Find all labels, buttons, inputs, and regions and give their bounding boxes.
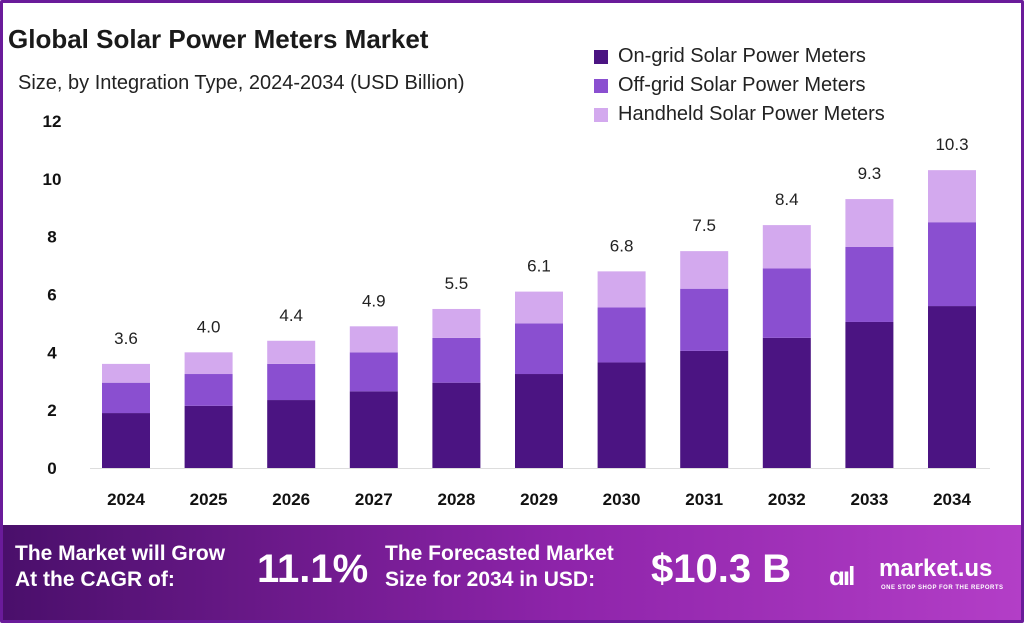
bar-total-label: 4.9 bbox=[362, 291, 386, 310]
bar-segment-on-grid bbox=[680, 350, 729, 468]
legend-item-off-grid: Off-grid Solar Power Meters bbox=[594, 71, 885, 100]
market-us-logo-icon: ɑıl bbox=[829, 561, 855, 591]
bar-segment-on-grid bbox=[184, 405, 233, 468]
bar-segment-handheld bbox=[515, 291, 563, 324]
market-us-logo-tagline: ONE STOP SHOP FOR THE REPORTS bbox=[881, 585, 1004, 591]
bar-total-label: 4.0 bbox=[197, 317, 221, 336]
legend-swatch-off-grid bbox=[594, 78, 608, 93]
bar-total-label: 5.5 bbox=[445, 274, 469, 293]
bar-segment-handheld bbox=[928, 170, 976, 223]
forecast-label-line1: The Forecasted Market bbox=[385, 542, 614, 565]
y-tick-label: 6 bbox=[47, 286, 56, 305]
bar-total-label: 6.8 bbox=[610, 236, 634, 255]
y-tick-label: 0 bbox=[47, 459, 56, 478]
bar-segment-off-grid bbox=[928, 222, 976, 307]
x-tick-label: 2026 bbox=[272, 490, 310, 509]
bar-segment-handheld bbox=[102, 363, 150, 383]
y-tick-label: 10 bbox=[43, 170, 62, 189]
cagr-label-line1: The Market will Grow bbox=[15, 542, 226, 565]
x-tick-label: 2027 bbox=[355, 490, 393, 509]
y-tick-label: 12 bbox=[43, 112, 62, 131]
bar-chart: 0 2 4 6 8 10 12 3.6 2024 4.0 2025 4.4 2026 4.9 2027 5.5… bbox=[43, 112, 990, 509]
bar-segment-off-grid bbox=[267, 363, 316, 401]
bar-segment-handheld bbox=[762, 225, 811, 269]
bar-total-label: 7.5 bbox=[692, 216, 716, 235]
x-tick-label: 2034 bbox=[933, 490, 971, 509]
bar-segment-on-grid bbox=[928, 306, 976, 468]
bar-segment-handheld bbox=[349, 326, 398, 353]
bar-total-label: 3.6 bbox=[114, 329, 138, 348]
legend: On-grid Solar Power Meters Off-grid Sola… bbox=[594, 42, 885, 129]
legend-label-on-grid: On-grid Solar Power Meters bbox=[618, 45, 866, 67]
bar-total-label: 9.3 bbox=[858, 164, 882, 183]
bar-total-label: 6.1 bbox=[527, 257, 551, 276]
bar-segment-off-grid bbox=[845, 246, 894, 322]
bar-segment-off-grid bbox=[680, 288, 729, 351]
legend-label-handheld: Handheld Solar Power Meters bbox=[618, 103, 885, 125]
y-tick-label: 4 bbox=[47, 343, 57, 362]
bar-segment-on-grid bbox=[515, 374, 563, 468]
bar-segment-handheld bbox=[597, 271, 646, 308]
bar-segment-on-grid bbox=[267, 400, 316, 468]
bar-total-label: 10.3 bbox=[935, 135, 968, 154]
bar-segment-handheld bbox=[680, 251, 729, 289]
y-tick-label: 2 bbox=[47, 401, 56, 420]
bar-segment-on-grid bbox=[762, 337, 811, 468]
bar-segment-off-grid bbox=[349, 352, 398, 392]
bar-segment-on-grid bbox=[845, 321, 894, 468]
x-tick-label: 2030 bbox=[603, 490, 641, 509]
x-tick-label: 2031 bbox=[685, 490, 723, 509]
bar-segment-handheld bbox=[432, 308, 481, 338]
x-tick-label: 2028 bbox=[437, 490, 475, 509]
bar-total-label: 4.4 bbox=[279, 306, 303, 325]
x-tick-label: 2024 bbox=[107, 490, 145, 509]
chart-subtitle: Size, by Integration Type, 2024-2034 (US… bbox=[18, 72, 465, 94]
x-tick-label: 2032 bbox=[768, 490, 806, 509]
bar-segment-off-grid bbox=[102, 382, 150, 414]
footer-banner: The Market will Grow At the CAGR of: 11.… bbox=[3, 525, 1021, 620]
bar-segment-handheld bbox=[267, 340, 316, 364]
x-tick-label: 2029 bbox=[520, 490, 558, 509]
bar-segment-handheld bbox=[184, 352, 233, 375]
x-tick-label: 2025 bbox=[190, 490, 228, 509]
forecast-label-line2: Size for 2034 in USD: bbox=[385, 568, 596, 591]
legend-item-handheld: Handheld Solar Power Meters bbox=[594, 100, 885, 129]
bar-segment-on-grid bbox=[597, 362, 646, 468]
y-tick-label: 8 bbox=[47, 228, 56, 247]
bar-segment-off-grid bbox=[184, 374, 233, 406]
bar-segment-off-grid bbox=[762, 268, 811, 338]
bar-segment-on-grid bbox=[432, 382, 481, 468]
legend-item-on-grid: On-grid Solar Power Meters bbox=[594, 42, 885, 71]
bar-segment-handheld bbox=[845, 199, 894, 247]
bar-segment-on-grid bbox=[349, 391, 398, 468]
x-tick-label: 2033 bbox=[850, 490, 888, 509]
forecast-value: $10.3 B bbox=[651, 547, 792, 591]
bar-segment-off-grid bbox=[515, 323, 563, 375]
cagr-value: 11.1% bbox=[257, 547, 369, 591]
legend-swatch-on-grid bbox=[594, 49, 608, 64]
bar-segment-on-grid bbox=[102, 413, 150, 468]
cagr-label-line2: At the CAGR of: bbox=[15, 568, 175, 591]
bar-segment-off-grid bbox=[432, 337, 481, 383]
market-us-logo-text: market.us bbox=[879, 555, 993, 582]
bar-total-label: 8.4 bbox=[775, 190, 799, 209]
legend-swatch-handheld bbox=[594, 107, 608, 122]
legend-label-off-grid: Off-grid Solar Power Meters bbox=[618, 74, 866, 96]
chart-title: Global Solar Power Meters Market bbox=[8, 24, 429, 54]
bar-segment-off-grid bbox=[597, 307, 646, 363]
